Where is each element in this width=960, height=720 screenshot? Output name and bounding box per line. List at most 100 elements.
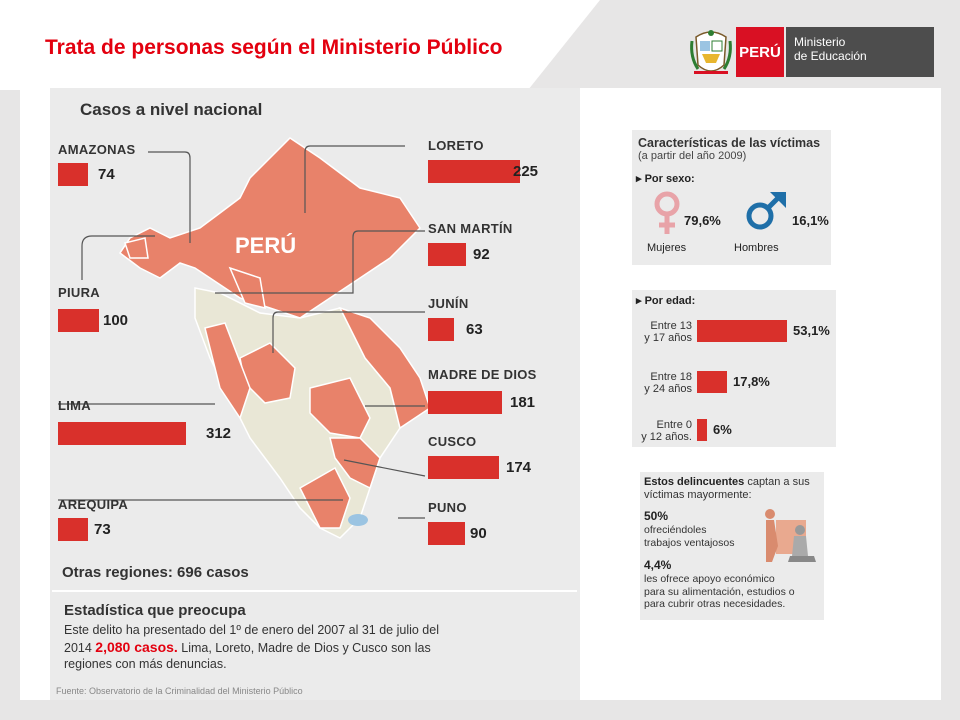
region-name: SAN MARTÍN [428, 221, 513, 236]
age-label-line: y 12 años. [641, 431, 692, 443]
region-value: 312 [206, 425, 232, 442]
divider [52, 590, 577, 592]
region-name: PUNO [428, 500, 467, 515]
age-label-line: y 24 años [644, 383, 692, 395]
region-name: CUSCO [428, 434, 477, 449]
age-group: Entre 13 y 17 años 53,1% [632, 320, 836, 360]
victims-title: Características de las víctimas [638, 136, 821, 150]
statistic-text-after: Lima, Loreto, Madre de Dios y Cusco son … [64, 640, 431, 672]
region-value: 63 [466, 321, 483, 338]
age-bar [697, 320, 787, 342]
age-label-line: Entre 0 [656, 419, 692, 431]
region-value: 181 [510, 394, 536, 411]
region-name: JUNÍN [428, 296, 469, 311]
region-cusco: CUSCO 174 [428, 434, 531, 479]
criminals-intro: Estos delincuentes captan a sus víctimas… [644, 476, 820, 502]
age-bar [697, 419, 707, 441]
criminals-desc-1: ofreciéndoles trabajos ventajosos [644, 524, 734, 549]
worker-illustration-icon [765, 509, 816, 562]
region-bar [58, 422, 186, 445]
region-value: 90 [470, 525, 487, 542]
region-bar [58, 163, 88, 186]
peru-coat-of-arms-icon [690, 30, 732, 74]
region-madre-de-dios: MADRE DE DIOS 181 [428, 367, 537, 414]
region-name: LORETO [428, 138, 484, 153]
age-label: Entre 13 y 17 años [636, 320, 692, 344]
age-percent: 17,8% [733, 374, 770, 389]
region-bar [428, 456, 499, 479]
region-value: 73 [94, 521, 111, 538]
content-area: Casos a nivel nacional PERÚ [20, 88, 941, 700]
criminals-rest: captan a sus víctimas mayormente: [644, 476, 810, 501]
ministry-label: Ministerio de Educación [786, 27, 934, 77]
men-label: Hombres [734, 242, 779, 254]
victims-subtitle: (a partir del año 2009) [638, 150, 747, 162]
age-percent: 53,1% [793, 323, 830, 338]
region-name: MADRE DE DIOS [428, 367, 537, 382]
women-label: Mujeres [647, 242, 687, 254]
age-label: Entre 18 y 24 años [636, 371, 692, 395]
region-junin: JUNÍN 63 [428, 296, 483, 341]
region-value: 92 [473, 246, 490, 263]
female-symbol-icon [654, 191, 680, 234]
source-note: Fuente: Observatorio de la Criminalidad … [56, 686, 303, 696]
region-piura: PIURA 100 [58, 285, 128, 332]
region-san-martin: SAN MARTÍN 92 [428, 221, 513, 266]
criminals-pct-1: 50% [644, 509, 669, 523]
region-arequipa: AREQUIPA 73 [58, 497, 129, 541]
region-bar [428, 318, 454, 341]
region-bar [58, 309, 99, 332]
desc-line: trabajos ventajosos [644, 536, 735, 549]
desc-line: ofreciéndoles [644, 524, 707, 536]
region-bar [428, 243, 466, 266]
by-sex-label: ▸ Por sexo: [636, 173, 695, 185]
slide-title: Trata de personas según el Ministerio Pú… [45, 36, 503, 59]
criminals-bold: Estos delincuentes [644, 476, 745, 488]
region-bar [428, 160, 520, 183]
age-label-line: Entre 13 [650, 320, 692, 332]
region-puno: PUNO 90 [428, 500, 487, 545]
region-bar [428, 391, 502, 414]
region-name: PIURA [58, 285, 100, 300]
by-age-label: ▸ Por edad: [636, 295, 696, 307]
statistic-highlight: 2,080 casos. [95, 638, 178, 655]
desc-line: les ofrece apoyo económico [644, 573, 775, 585]
region-name: LIMA [58, 398, 91, 413]
region-name: AREQUIPA [58, 497, 129, 512]
by-sex-text: Por sexo: [644, 173, 695, 185]
region-value: 100 [103, 312, 129, 329]
region-name: AMAZONAS [58, 142, 136, 157]
victims-sex-panel: Características de las víctimas (a parti… [632, 130, 831, 265]
women-percent: 79,6% [684, 213, 721, 228]
region-value: 225 [513, 163, 539, 180]
victims-age-panel: ▸ Por edad: Entre 13 y 17 años 53,1% Entr… [632, 290, 836, 447]
region-bar [428, 522, 465, 545]
minedu-logo: PERÚ Ministerio de Educación [688, 27, 934, 77]
ministry-line-2: de Educación [794, 49, 867, 63]
region-bar [58, 518, 88, 541]
other-regions: Otras regiones: 696 casos [62, 564, 249, 581]
by-age-text: Por edad: [644, 295, 696, 307]
age-bar [697, 371, 727, 393]
male-symbol-icon [746, 192, 786, 230]
statistic-text: Este delito ha presentado del 1º de ener… [64, 622, 464, 673]
infographic: Casos a nivel nacional PERÚ [20, 88, 941, 700]
region-loreto: LORETO 225 [428, 138, 538, 183]
region-value: 174 [506, 459, 532, 476]
age-label-line: Entre 18 [650, 371, 692, 383]
peru-label: PERÚ [736, 27, 784, 77]
desc-line: para su alimentación, estudios o [644, 585, 795, 598]
map-title: Casos a nivel nacional [80, 100, 263, 119]
criminals-panel: Estos delincuentes captan a sus víctimas… [640, 472, 824, 620]
men-percent: 16,1% [792, 213, 829, 228]
header-white-wedge [0, 0, 600, 90]
desc-line: para cubrir otras necesidades. [644, 598, 786, 610]
statistic-text-before: Este delito ha presentado del 1º de ener… [64, 623, 439, 655]
statistic-title: Estadística que preocupa [64, 602, 246, 619]
region-amazonas: AMAZONAS 74 [58, 142, 136, 186]
age-label-line: y 17 años [644, 332, 692, 344]
criminals-pct-2: 4,4% [644, 558, 672, 572]
age-percent: 6% [713, 422, 732, 437]
